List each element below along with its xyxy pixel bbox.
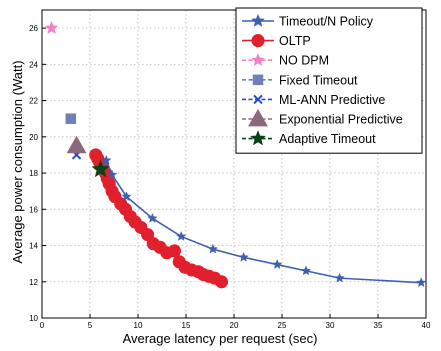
- legend-label: NO DPM: [279, 54, 329, 68]
- legend-marker: [253, 94, 263, 105]
- data-point: [65, 113, 77, 124]
- data-point: [106, 169, 118, 180]
- data-point: [207, 243, 219, 254]
- y-tick-label: 20: [29, 133, 38, 142]
- legend-marker: [248, 108, 268, 127]
- y-tick-label: 16: [29, 205, 38, 214]
- y-tick-label: 14: [29, 242, 38, 251]
- x-tick-label: 0: [40, 321, 45, 330]
- y-tick-label: 18: [29, 169, 38, 178]
- legend-label: ML-ANN Predictive: [279, 93, 385, 107]
- x-tick-label: 25: [278, 321, 287, 330]
- legend-label: Exponential Predictive: [279, 113, 403, 127]
- data-point: [238, 251, 249, 262]
- x-tick-label: 15: [182, 321, 191, 330]
- legend-item: Fixed Timeout: [242, 73, 358, 87]
- x-tick-label: 20: [230, 321, 239, 330]
- x-tick-label: 30: [326, 321, 335, 330]
- legend-label: Timeout/N Policy: [279, 15, 374, 29]
- y-tick-label: 22: [29, 97, 38, 106]
- legend-label: Adaptive Timeout: [279, 132, 376, 146]
- x-axis-label: Average latency per request (sec): [123, 331, 318, 346]
- data-point: [334, 272, 345, 283]
- legend: Timeout/N Policy OLTP NO DPM Fixed Timeout M…: [235, 7, 423, 154]
- series-layer: [44, 20, 427, 289]
- series-2: [44, 20, 59, 35]
- data-point: [271, 259, 283, 269]
- legend-item: NO DPM: [242, 52, 329, 68]
- data-point: [300, 265, 312, 276]
- y-tick-label: 24: [29, 60, 38, 69]
- data-point: [214, 275, 229, 289]
- x-tick-label: 5: [88, 321, 93, 330]
- legend-marker: [252, 74, 264, 86]
- axis-ticks: 0 5 10 15 20 25 30 35 40 10 12 14 16 18 20 22 24 26: [29, 24, 431, 330]
- data-point: [147, 212, 158, 223]
- legend-item: Exponential Predictive: [242, 108, 403, 127]
- y-tick-label: 26: [29, 24, 38, 33]
- legend-label: Fixed Timeout: [279, 73, 358, 87]
- legend-label: OLTP: [279, 34, 311, 48]
- legend-marker: [251, 34, 265, 48]
- series-3: [65, 113, 77, 124]
- x-tick-label: 10: [134, 321, 143, 330]
- legend-marker: [251, 13, 265, 27]
- y-tick-label: 12: [29, 278, 38, 287]
- y-tick-label: 10: [29, 314, 38, 323]
- series-0: [96, 154, 427, 288]
- series-5: [66, 135, 87, 154]
- legend-marker: [249, 130, 267, 146]
- legend-item: Adaptive Timeout: [242, 130, 376, 146]
- data-point: [175, 230, 187, 241]
- legend-item: OLTP: [242, 34, 311, 48]
- legend-marker: [251, 52, 265, 67]
- data-point: [167, 244, 182, 258]
- data-point: [66, 135, 87, 154]
- legend-box: [235, 7, 423, 154]
- legend-item: Timeout/N Policy: [242, 13, 374, 29]
- data-point: [101, 154, 112, 165]
- data-point: [415, 277, 427, 288]
- x-tick-label: 40: [422, 321, 431, 330]
- data-point: [121, 191, 132, 202]
- series-6: [91, 159, 110, 178]
- data-point: [91, 159, 110, 178]
- data-point: [44, 20, 59, 35]
- legend-item: ML-ANN Predictive: [242, 93, 385, 107]
- x-tick-label: 35: [374, 321, 383, 330]
- series-line: [100, 158, 422, 284]
- y-axis-label: Average power consumption (Watt): [10, 60, 25, 263]
